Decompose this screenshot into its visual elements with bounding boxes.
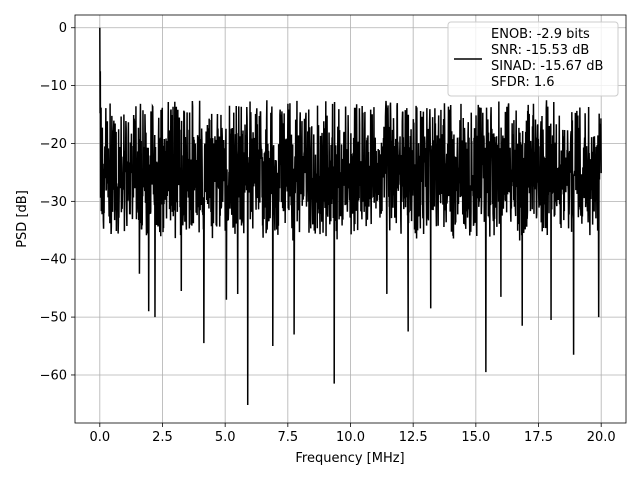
x-tick-label: 15.0 <box>461 430 490 445</box>
y-tick-label: −50 <box>40 311 67 326</box>
y-axis-label: PSD [dB] <box>15 190 30 248</box>
x-tick-label: 12.5 <box>399 430 428 445</box>
x-tick-label: 10.0 <box>336 430 365 445</box>
x-tick-label: 20.0 <box>587 430 616 445</box>
x-axis: 0.0 2.5 5.0 7.5 10.0 12.5 15.0 17.5 20.0 <box>89 423 616 445</box>
legend-line-text: SFDR: 1.6 <box>491 75 555 90</box>
y-tick-label: −20 <box>40 137 67 152</box>
y-tick-label: 0 <box>59 21 67 36</box>
legend-box <box>447 21 619 97</box>
legend-line-text: ENOB: -2.9 bits <box>491 27 590 42</box>
legend-label: ENOB: -2.9 bits SNR: -15.53 dB SINAD: -15.… <box>491 27 603 90</box>
plot-content <box>99 27 602 406</box>
y-axis: 0 −10 −20 −30 −40 −50 −60 <box>40 21 75 383</box>
x-tick-label: 7.5 <box>277 430 298 445</box>
y-tick-label: −40 <box>40 253 67 268</box>
x-tick-label: 0.0 <box>89 430 110 445</box>
x-tick-label: 2.5 <box>152 430 173 445</box>
legend-line-text: SNR: -15.53 dB <box>491 43 589 58</box>
legend: ENOB: -2.9 bits SNR: -15.53 dB SINAD: -15.… <box>447 21 619 97</box>
psd-series-line <box>99 27 602 406</box>
legend-line-text: SINAD: -15.67 dB <box>491 59 603 74</box>
y-tick-label: −10 <box>40 79 67 94</box>
x-axis-label: Frequency [MHz] <box>295 451 404 466</box>
y-tick-label: −30 <box>40 195 67 210</box>
x-tick-label: 17.5 <box>524 430 553 445</box>
y-tick-label: −60 <box>40 368 67 383</box>
x-tick-label: 5.0 <box>215 430 236 445</box>
